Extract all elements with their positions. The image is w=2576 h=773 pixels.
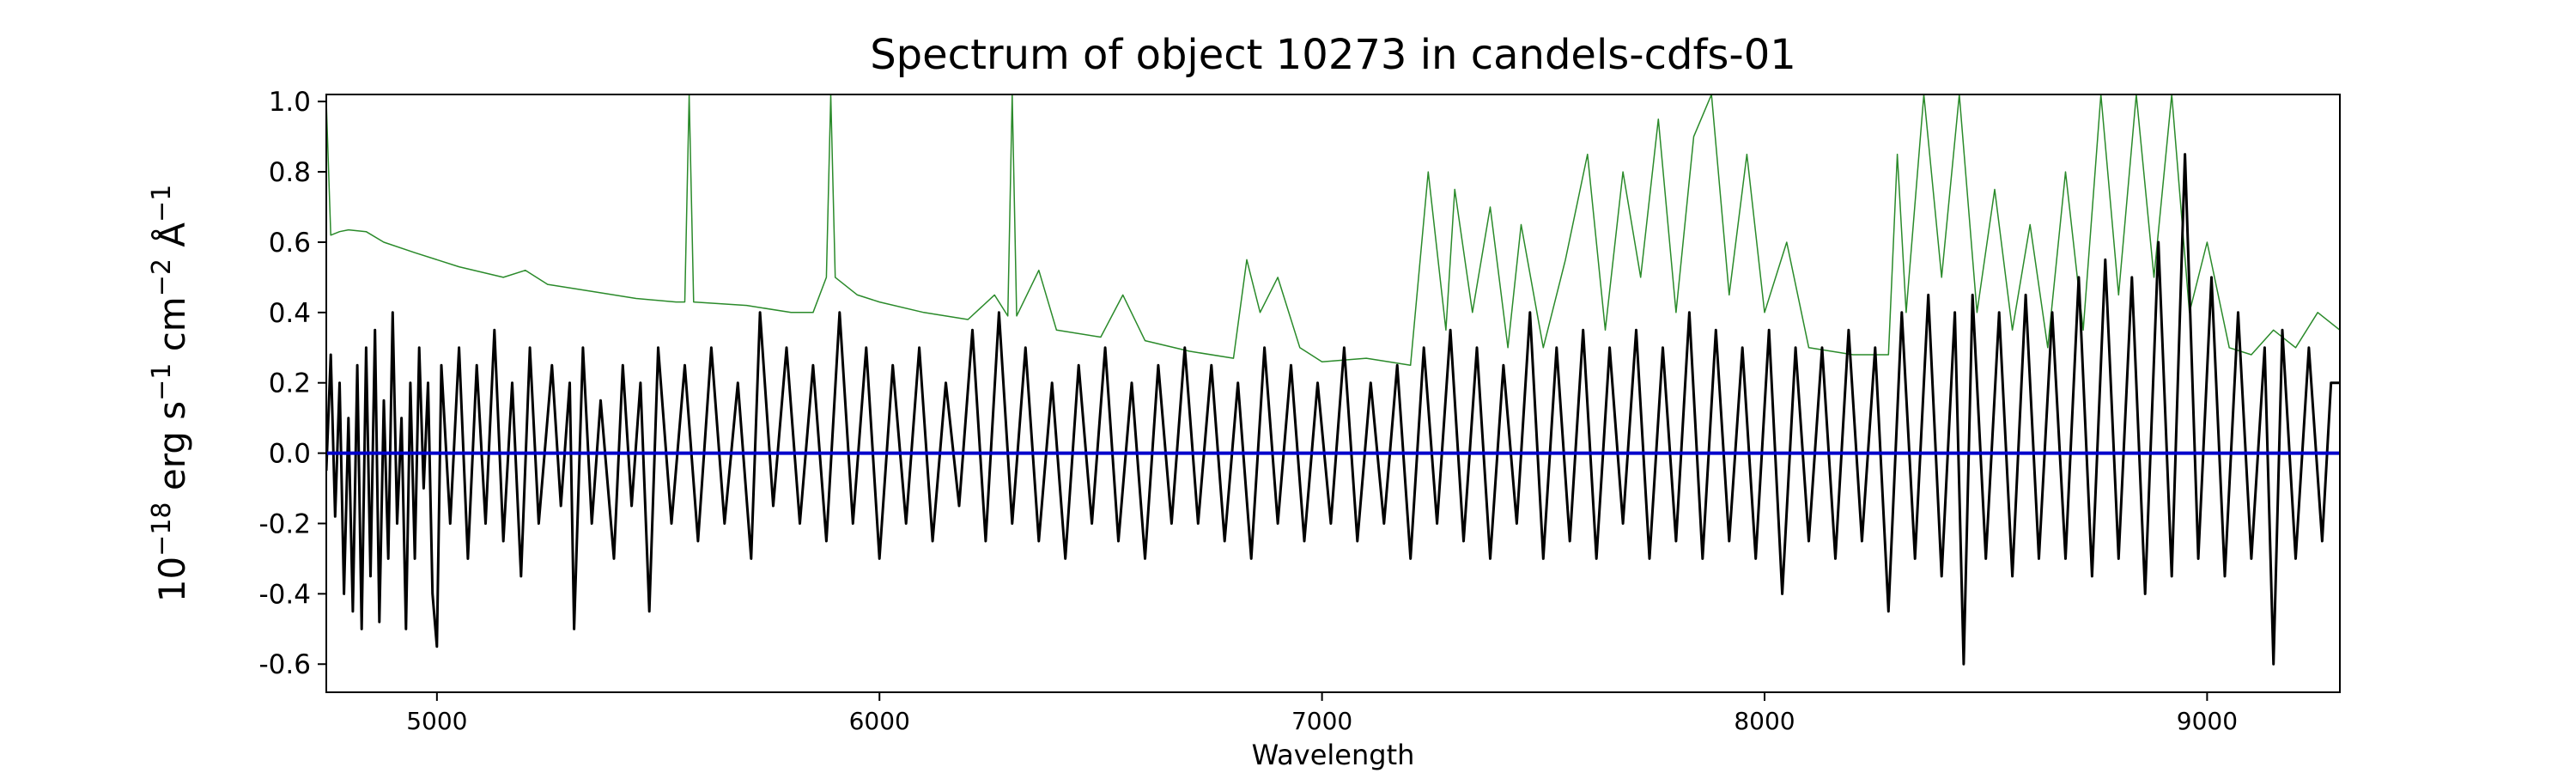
y-axis-label: 10−18 erg s−1 cm−2 Å−1 bbox=[147, 185, 194, 603]
y-tick-label: 0.8 bbox=[269, 157, 311, 188]
y-tick-label: 0.6 bbox=[269, 228, 311, 259]
series-error-spectrum bbox=[326, 94, 2340, 366]
x-axis: 5000 6000 7000 8000 9000 bbox=[406, 692, 2238, 735]
x-tick-label: 5000 bbox=[406, 707, 467, 735]
series-flux-spectrum bbox=[326, 153, 2340, 666]
y-tick-label: -0.4 bbox=[259, 579, 312, 610]
y-axis: -0.6 -0.4 -0.2 0.0 0.2 0.4 0.6 0.8 1.0 bbox=[259, 87, 326, 680]
y-tick-label: 1.0 bbox=[269, 87, 311, 118]
x-tick-label: 6000 bbox=[849, 707, 910, 735]
chart-title: Spectrum of object 10273 in candels-cdfs… bbox=[870, 31, 1796, 79]
y-tick-label: -0.6 bbox=[259, 649, 312, 680]
y-tick-label: 0.2 bbox=[269, 368, 311, 399]
y-tick-label: 0.0 bbox=[269, 439, 311, 470]
plot-area bbox=[326, 94, 2340, 666]
y-tick-label: 0.4 bbox=[269, 298, 311, 329]
x-tick-label: 8000 bbox=[1734, 707, 1795, 735]
axes-frame bbox=[325, 94, 2341, 693]
x-tick-label: 9000 bbox=[2177, 707, 2238, 735]
x-axis-label: Wavelength bbox=[1252, 739, 1415, 771]
x-tick-label: 7000 bbox=[1291, 707, 1352, 735]
y-tick-label: -0.2 bbox=[259, 508, 312, 539]
